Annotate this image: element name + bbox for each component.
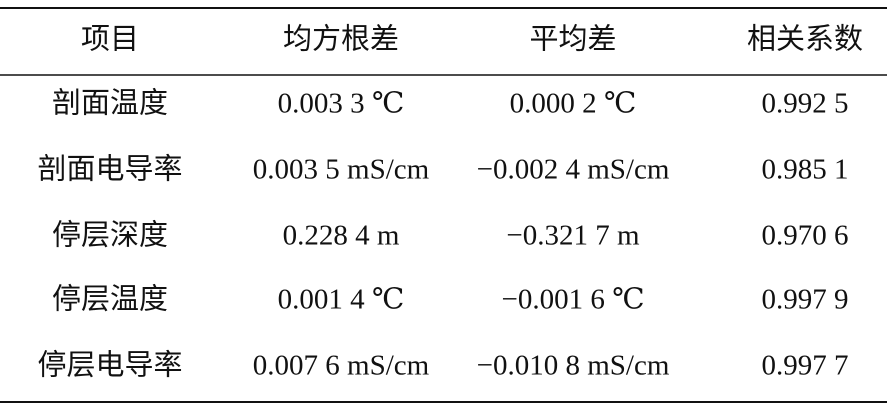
- header-cell: 均方根差: [283, 23, 399, 56]
- cell: 0.003 5 mS/cm: [253, 154, 430, 186]
- cell: −0.010 8 mS/cm: [477, 350, 670, 382]
- cell: 停层深度: [52, 219, 168, 252]
- cell: −0.321 7 m: [506, 220, 640, 252]
- cell: 0.228 4 m: [283, 220, 400, 252]
- header-cell: 项目: [81, 24, 139, 56]
- cell: 0.997 7: [762, 350, 849, 382]
- cell: 0.007 6 mS/cm: [253, 350, 430, 382]
- cell: 0.997 9: [762, 284, 849, 316]
- header-cell: 相关系数: [747, 23, 863, 56]
- cell: 0.992 5: [762, 88, 849, 120]
- cell: −0.001 6 ℃: [501, 284, 644, 316]
- cell: 0.003 3 ℃: [278, 88, 405, 120]
- cell: 0.985 1: [762, 154, 849, 186]
- cell: 0.000 2 ℃: [510, 88, 637, 120]
- cell: −0.002 4 mS/cm: [477, 154, 670, 186]
- cell: 剖面电导率: [37, 153, 182, 186]
- cell: 0.970 6: [762, 220, 849, 252]
- header-cell: 平均差: [529, 23, 616, 56]
- cell: 停层电导率: [37, 349, 182, 382]
- cell: 0.001 4 ℃: [278, 284, 405, 316]
- cell: 停层温度: [52, 283, 168, 316]
- cell: 剖面温度: [52, 87, 168, 120]
